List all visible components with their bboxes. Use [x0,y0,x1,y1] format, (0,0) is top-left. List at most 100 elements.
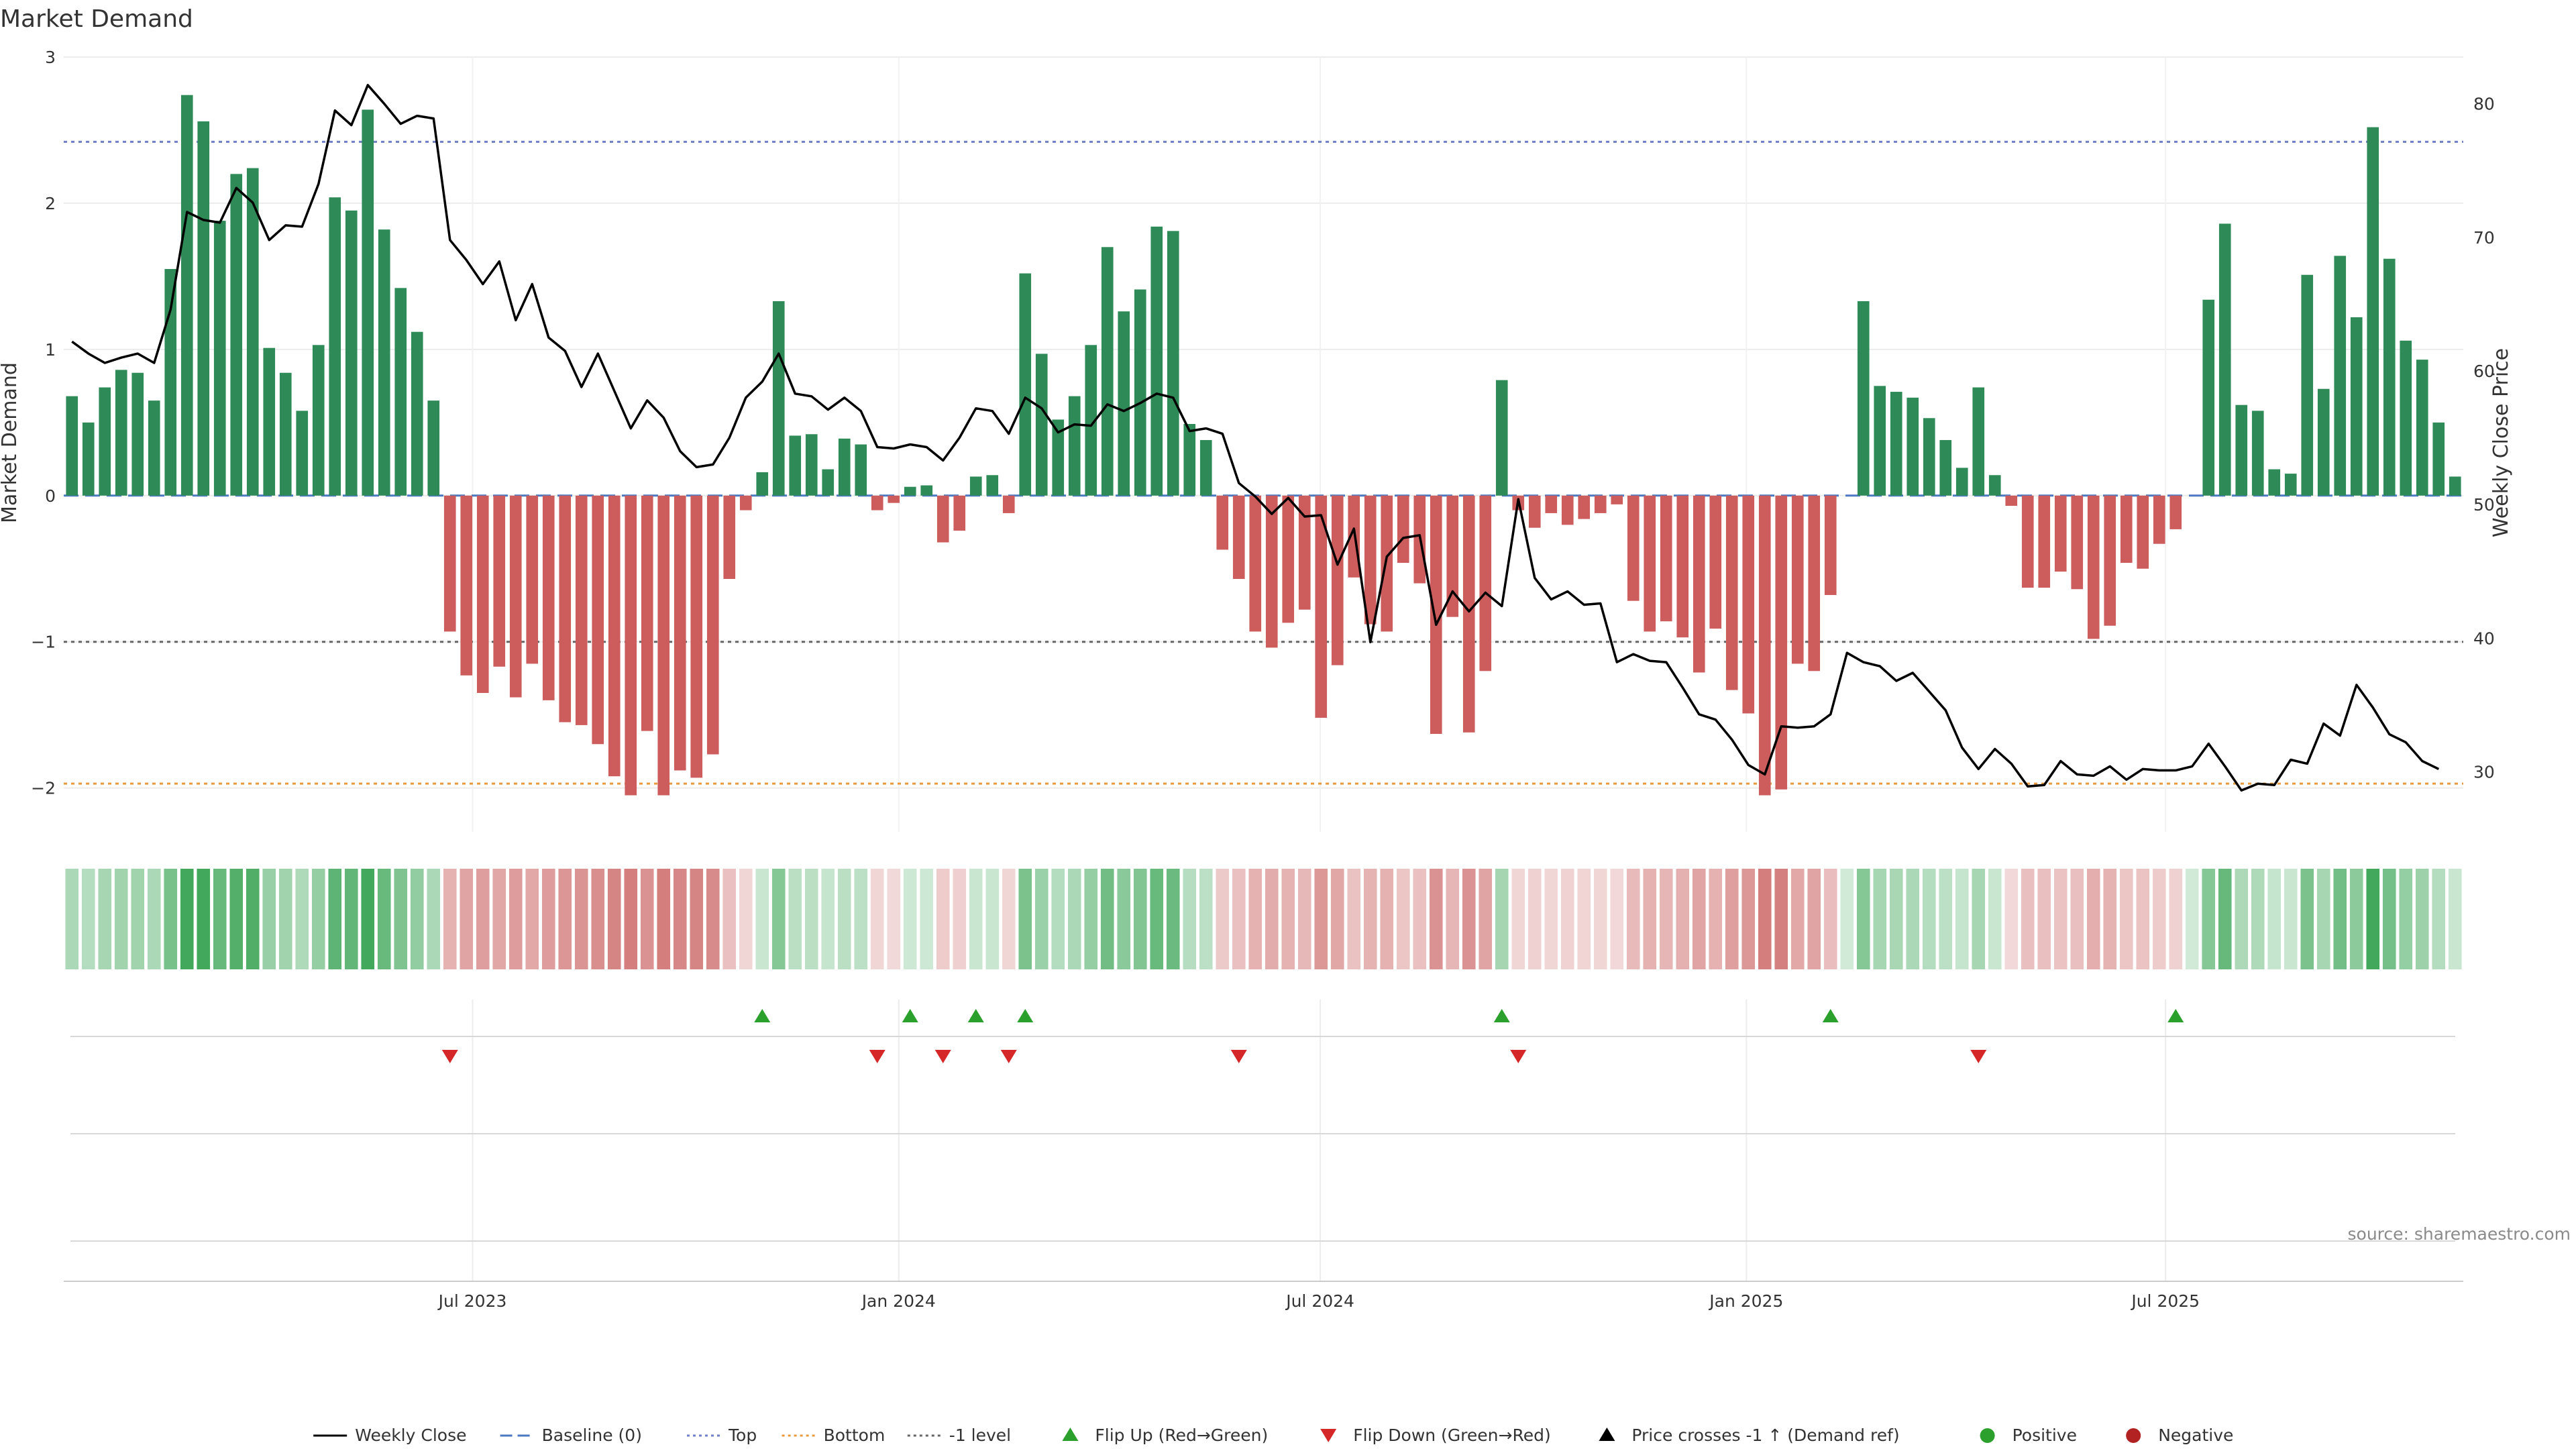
demand-strip-cell [1823,869,1837,969]
y-left-tick-label: −1 [31,633,56,652]
demand-strip-cell [870,869,884,969]
demand-strip-cell [854,869,868,969]
demand-strip-cell [492,869,506,969]
demand-strip-cell [2284,869,2298,969]
demand-strip-cell [2366,869,2380,969]
demand-strip-cell [1232,869,1246,969]
demand-bar [493,495,506,667]
demand-bar [1907,397,1919,496]
y-right-tick-label: 40 [2473,629,2495,648]
demand-strip-cell [1593,869,1607,969]
demand-bar [805,434,818,496]
demand-strip-cell [344,869,358,969]
demand-strip-cell [1100,869,1114,969]
demand-bar [345,210,358,496]
demand-strip-cell [180,869,194,969]
demand-strip-cell [1330,869,1344,969]
legend-item: Baseline (0) [500,1426,642,1445]
chart-title: Market Demand [0,5,193,33]
demand-strip-cell [377,869,391,969]
demand-strip-cell [213,869,227,969]
demand-strip-cell [2004,869,2019,969]
weekly-close-line [71,84,2440,792]
demand-bar [1874,386,1886,496]
demand-bar [1085,345,1097,496]
legend-item: Weekly Close [313,1426,466,1445]
demand-bar [378,229,390,496]
demand-bar [1216,495,1229,550]
demand-bar [674,495,686,771]
legend-label: Bottom [824,1426,885,1445]
demand-strip-cell [394,869,408,969]
demand-strip-cell [920,869,934,969]
demand-bar [1199,439,1212,496]
legend-label: Negative [2158,1426,2233,1445]
demand-strip-cell [1610,869,1624,969]
demand-bar [936,495,949,543]
demand-strip-cell [410,869,424,969]
demand-strip-cell [953,869,967,969]
demand-strip-cell [722,869,737,969]
demand-bar [164,268,177,496]
demand-strip-cell [821,869,835,969]
demand-bar [526,495,539,664]
demand-strip-cell [1659,869,1673,969]
demand-strip-cell [1889,869,1903,969]
demand-strip-cell [1429,869,1443,969]
demand-bar [1430,495,1442,734]
legend-item: Flip Up (Red→Green) [1062,1426,1268,1445]
demand-strip-cell [262,869,276,969]
demand-strip-cell [2169,869,2183,969]
demand-bar [822,469,835,496]
demand-bar [1528,495,1541,528]
legend-label: Weekly Close [355,1426,466,1445]
demand-strip-cell [1544,869,1558,969]
demand-bar [1644,495,1656,632]
demand-strip-cell [690,869,704,969]
demand-strip-cell [804,869,818,969]
demand-bar [2054,495,2067,572]
demand-strip-cell [541,869,555,969]
demand-strip-cell [2300,869,2314,969]
demand-strip-cell [2432,869,2446,969]
demand-strip-cell [197,869,211,969]
x-tick-label: Jul 2025 [2130,1291,2200,1311]
demand-bar [1249,495,1262,632]
demand-strip-cell [229,869,244,969]
demand-bar [1002,495,1015,513]
demand-bar [2350,317,2363,496]
demand-bar [1939,439,1952,496]
demand-bar [2268,469,2281,496]
demand-bar [756,472,769,496]
flip-down-marker [1970,1050,1987,1063]
demand-bar [1972,387,1985,496]
demand-bar [312,345,325,496]
y-right-tick-label: 50 [2473,495,2495,515]
legend-label: Flip Down (Green→Red) [1353,1426,1551,1445]
demand-bar [1101,247,1114,496]
demand-bar [1725,495,1738,690]
demand-strip-cell [1084,869,1098,969]
demand-bar [1578,495,1591,519]
flip-up-marker [1493,1009,1510,1022]
demand-bar [1331,495,1344,665]
demand-strip-cell [1807,869,1821,969]
demand-bar [1183,423,1196,496]
demand-strip-cell [558,869,572,969]
demand-bar [2169,495,2182,529]
demand-strip-cell [1725,869,1739,969]
flip-down-marker [869,1050,885,1063]
demand-bar [575,495,588,725]
demand-strip-cell [1741,869,1756,969]
demand-strip-cell [311,869,325,969]
x-tick-label: Jan 2024 [861,1291,936,1311]
demand-bar [427,400,440,496]
demand-bar [1298,495,1311,610]
demand-strip-cell [361,869,375,969]
demand-strip-cell [607,869,621,969]
legend-swatch [1062,1428,1079,1441]
flip-down-marker [934,1050,951,1063]
demand-strip-cell [246,869,260,969]
demand-bar [1495,380,1508,496]
y-right-tick-label: 80 [2473,95,2495,114]
